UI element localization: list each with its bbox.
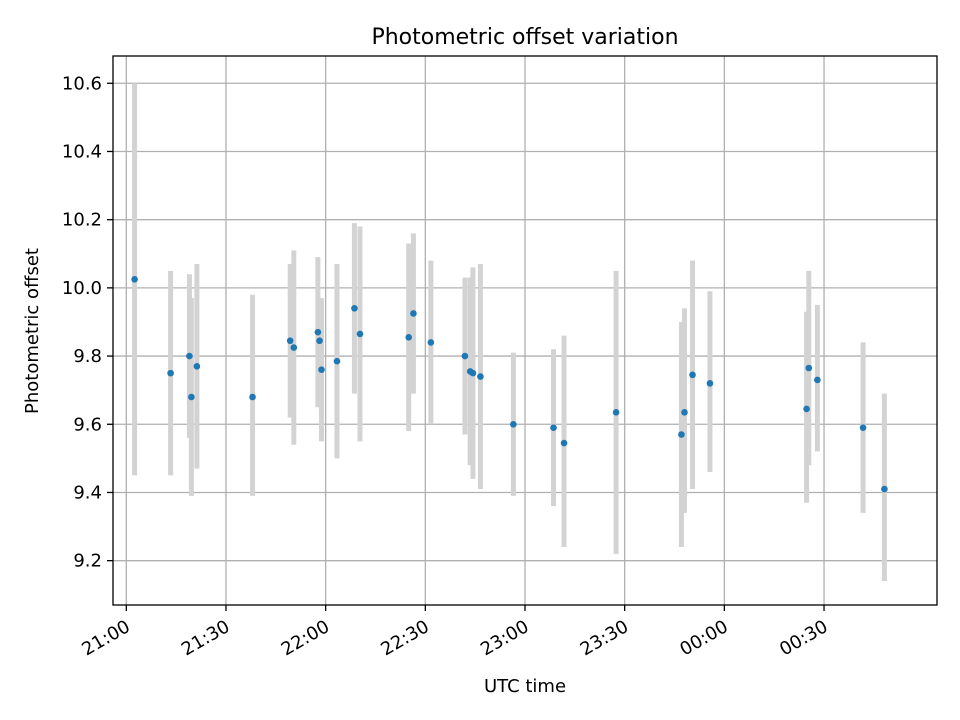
data-point bbox=[318, 366, 325, 374]
x-axis-label: UTC time bbox=[484, 676, 566, 697]
data-point bbox=[427, 339, 435, 346]
x-tick-label: 22:30 bbox=[377, 616, 432, 660]
y-axis: 9.2 9.4 9.6 9.8 10.0 10.2 10.4 10.6 bbox=[62, 73, 113, 572]
y-tick-label: 9.8 bbox=[73, 346, 102, 367]
data-point bbox=[356, 330, 364, 338]
y-axis-label: Photometric offset bbox=[22, 248, 43, 414]
data-point bbox=[803, 405, 810, 413]
data-point bbox=[510, 420, 517, 428]
data-point bbox=[333, 357, 341, 365]
data-point bbox=[814, 376, 821, 384]
chart-title: Photometric offset variation bbox=[371, 25, 678, 50]
x-tick-label: 23:00 bbox=[477, 616, 532, 660]
data-point bbox=[678, 431, 685, 438]
data-points bbox=[131, 276, 888, 493]
data-point bbox=[469, 369, 477, 377]
data-point bbox=[550, 424, 557, 431]
x-tick-label: 00:30 bbox=[776, 616, 831, 660]
data-point bbox=[286, 337, 294, 345]
y-tick-label: 9.4 bbox=[73, 482, 102, 503]
data-point bbox=[706, 380, 714, 387]
data-point bbox=[316, 337, 323, 345]
data-point bbox=[351, 305, 358, 312]
data-point bbox=[249, 393, 256, 401]
x-tick-label: 21:30 bbox=[178, 616, 233, 660]
y-tick-label: 10.0 bbox=[62, 278, 102, 299]
data-point bbox=[859, 424, 867, 431]
x-tick-label: 23:30 bbox=[577, 616, 632, 660]
x-tick-label: 00:00 bbox=[676, 616, 731, 660]
y-tick-label: 10.6 bbox=[62, 73, 102, 94]
data-point bbox=[689, 371, 696, 379]
y-tick-label: 9.2 bbox=[73, 551, 102, 572]
y-tick-label: 10.2 bbox=[62, 210, 102, 231]
data-point bbox=[805, 364, 813, 372]
error-bars bbox=[132, 83, 887, 582]
data-point bbox=[186, 352, 193, 360]
data-point bbox=[681, 409, 688, 416]
data-point bbox=[410, 310, 417, 317]
data-point bbox=[477, 373, 484, 380]
data-point bbox=[560, 439, 568, 447]
data-point bbox=[167, 369, 174, 377]
data-point bbox=[290, 344, 298, 351]
data-point bbox=[881, 485, 888, 493]
grid bbox=[113, 56, 937, 605]
data-point bbox=[131, 276, 138, 283]
x-tick-label: 21:00 bbox=[78, 616, 133, 660]
data-point bbox=[612, 409, 620, 416]
y-tick-label: 9.6 bbox=[73, 414, 102, 435]
data-point bbox=[461, 352, 469, 360]
x-tick-label: 22:00 bbox=[278, 616, 333, 660]
y-tick-label: 10.4 bbox=[62, 141, 102, 162]
data-point bbox=[193, 363, 201, 370]
data-point bbox=[314, 328, 322, 336]
x-axis: 21:00 21:30 22:00 22:30 23:00 23:30 00:00 00:30 bbox=[78, 605, 832, 660]
data-point bbox=[188, 393, 195, 401]
data-point bbox=[405, 334, 413, 341]
